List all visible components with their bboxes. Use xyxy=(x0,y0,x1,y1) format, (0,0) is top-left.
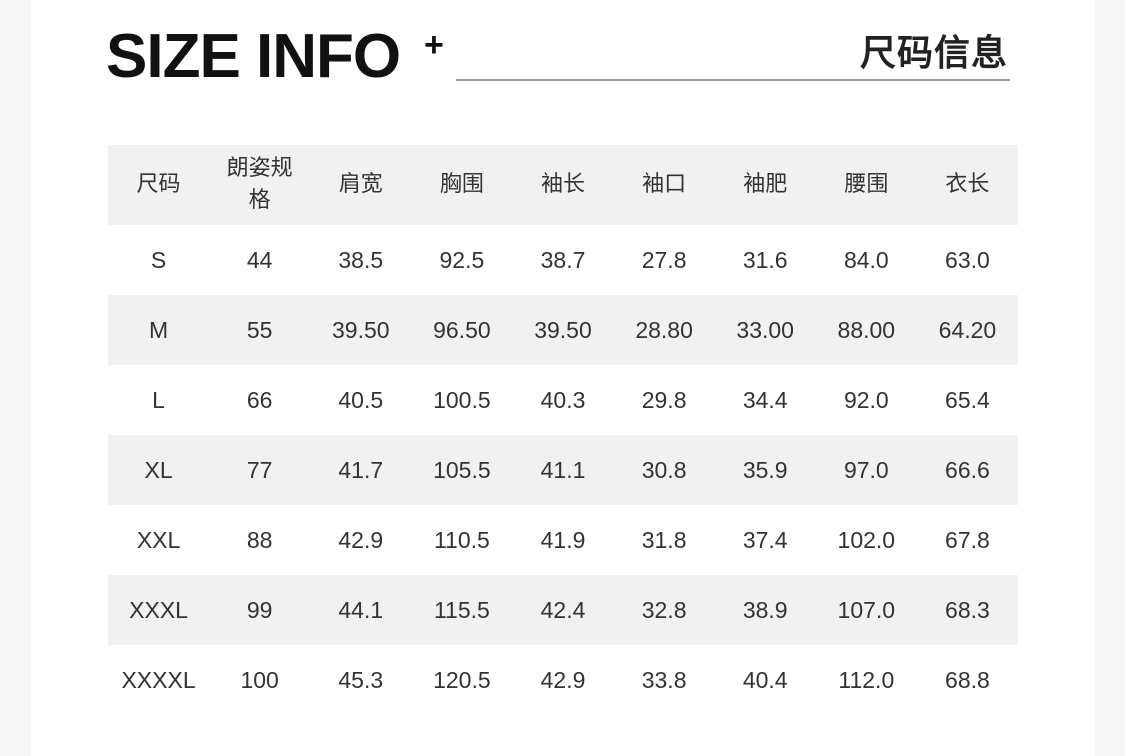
table-cell: 38.5 xyxy=(338,246,384,273)
size-table: 尺码 朗姿规格 肩宽 胸围 袖长 袖口 袖肥 腰围 衣长 S 44 38.5 92.5 38.7 27.8… xyxy=(108,145,1018,715)
table-cell: 120.5 xyxy=(433,666,491,693)
table-cell: 88 xyxy=(246,526,273,553)
table-cell: 31.8 xyxy=(641,526,687,553)
table-cell: 97.0 xyxy=(843,456,889,483)
table-cell: 39.50 xyxy=(331,316,390,343)
table-cell: 45.3 xyxy=(338,666,384,693)
table-cell: 115.5 xyxy=(433,596,490,623)
table-cell: 44 xyxy=(246,246,273,273)
table-cell: 65.4 xyxy=(945,386,990,413)
column-header: 尺码 xyxy=(136,172,181,197)
table-cell: L xyxy=(152,386,165,413)
column-header: 袖长 xyxy=(540,172,585,197)
table-row: S 44 38.5 92.5 38.7 27.8 31.6 84.0 63.0 xyxy=(108,225,1018,295)
table-cell: 102.0 xyxy=(837,526,896,553)
table-cell: 37.4 xyxy=(742,526,788,553)
table-cell: 55 xyxy=(246,316,273,343)
table-cell: 105.5 xyxy=(433,456,491,483)
table-cell: 33.00 xyxy=(736,316,794,343)
table-cell: XXL xyxy=(136,526,181,553)
table-cell: 41.1 xyxy=(540,456,586,483)
table-cell: 29.8 xyxy=(641,386,687,413)
table-cell: 42.9 xyxy=(338,526,384,553)
table-cell: 100 xyxy=(240,666,279,693)
table-cell: 33.8 xyxy=(641,666,687,693)
table-cell: 99 xyxy=(246,596,273,623)
table-cell: XXXXL xyxy=(121,666,196,693)
table-cell: 34.4 xyxy=(742,386,788,413)
page-title: SIZE INFO xyxy=(106,22,401,91)
table-cell: 107.0 xyxy=(837,596,896,623)
table-cell: 68.8 xyxy=(945,666,990,693)
table-row: M 55 39.50 96.50 39.50 28.80 33.00 88.00 64.20 xyxy=(108,295,1018,365)
table-cell: S xyxy=(150,246,167,273)
table-cell: 41.7 xyxy=(338,456,384,483)
table-cell: 100.5 xyxy=(433,386,491,413)
table-cell: 92.5 xyxy=(439,246,485,273)
column-header: 朗姿规格 xyxy=(226,156,293,213)
table-cell: 39.50 xyxy=(534,316,592,343)
table-cell: 92.0 xyxy=(843,386,889,413)
table-header-row: 尺码 朗姿规格 肩宽 胸围 袖长 袖口 袖肥 腰围 衣长 xyxy=(108,145,1018,225)
column-header: 袖口 xyxy=(642,172,687,197)
table-cell: 38.7 xyxy=(540,246,586,273)
title-divider xyxy=(456,79,1010,81)
table-cell: 41.9 xyxy=(540,526,586,553)
table-body: S 44 38.5 92.5 38.7 27.8 31.6 84.0 63.0 M 55 39.50 9… xyxy=(108,225,1018,715)
table-cell: 67.8 xyxy=(945,526,990,553)
table-cell: 110.5 xyxy=(433,526,490,553)
column-header: 衣长 xyxy=(945,172,990,197)
table-cell: 64.20 xyxy=(938,316,997,343)
table-cell: XL xyxy=(144,456,173,483)
column-header: 腰围 xyxy=(844,172,889,197)
table-cell: 42.9 xyxy=(540,666,586,693)
table-cell: 40.4 xyxy=(742,666,788,693)
table-cell: 31.6 xyxy=(742,246,788,273)
table-cell: 44.1 xyxy=(338,596,384,623)
table-cell: 42.4 xyxy=(540,596,586,623)
column-header: 袖肥 xyxy=(743,172,788,197)
table-cell: 35.9 xyxy=(742,456,788,483)
table-cell: 38.9 xyxy=(742,596,788,623)
table-row: XXXXL 100 45.3 120.5 42.9 33.8 40.4 112.0 68.8 xyxy=(108,645,1018,715)
table-cell: 112.0 xyxy=(838,666,895,693)
table-cell: 40.3 xyxy=(540,386,586,413)
table-cell: 66.6 xyxy=(945,456,990,483)
table-cell: 84.0 xyxy=(843,246,889,273)
table-row: XL 77 41.7 105.5 41.1 30.8 35.9 97.0 66.6 xyxy=(108,435,1018,505)
table-cell: 32.8 xyxy=(641,596,687,623)
table-cell: 96.50 xyxy=(433,316,491,343)
table-row: L 66 40.5 100.5 40.3 29.8 34.4 92.0 65.4 xyxy=(108,365,1018,435)
size-info-card xyxy=(30,0,1095,756)
table-cell: 77 xyxy=(246,456,273,483)
column-header: 胸围 xyxy=(439,172,484,197)
table-cell: 27.8 xyxy=(641,246,687,273)
table-cell: XXXL xyxy=(129,596,188,623)
table-cell: 30.8 xyxy=(641,456,687,483)
table-cell: M xyxy=(148,316,169,343)
table-row: XXXL 99 44.1 115.5 42.4 32.8 38.9 107.0 68.3 xyxy=(108,575,1018,645)
plus-mark: + xyxy=(424,26,444,64)
page-subtitle-cn: 尺码信息 xyxy=(859,33,1008,74)
table-cell: 88.00 xyxy=(837,316,896,343)
table-cell: 28.80 xyxy=(635,316,693,343)
table-row: XXL 88 42.9 110.5 41.9 31.8 37.4 102.0 67.8 xyxy=(108,505,1018,575)
table-cell: 63.0 xyxy=(945,246,990,273)
column-header: 肩宽 xyxy=(338,172,383,197)
table-cell: 68.3 xyxy=(945,596,990,623)
table-cell: 66 xyxy=(246,386,273,413)
table-cell: 40.5 xyxy=(338,386,384,413)
